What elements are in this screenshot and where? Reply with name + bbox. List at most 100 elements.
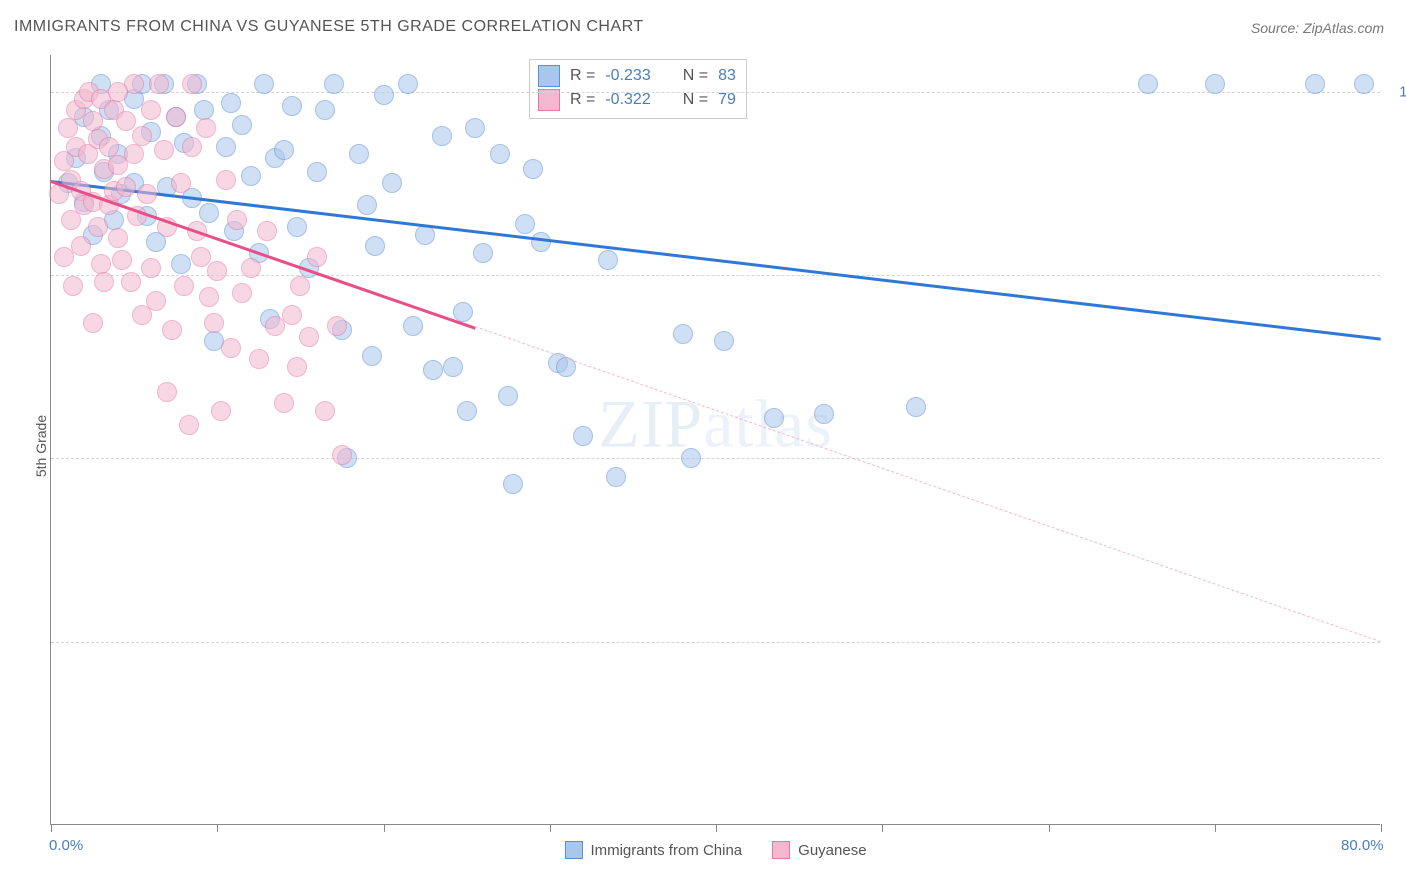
data-point: [216, 170, 236, 190]
data-point: [515, 214, 535, 234]
data-point: [149, 74, 169, 94]
data-point: [764, 408, 784, 428]
data-point: [194, 100, 214, 120]
data-point: [157, 382, 177, 402]
data-point: [71, 236, 91, 256]
data-point: [573, 426, 593, 446]
n-label: N =: [683, 64, 708, 88]
data-point: [324, 74, 344, 94]
data-point: [327, 316, 347, 336]
data-point: [121, 272, 141, 292]
gridline: [51, 458, 1380, 459]
data-point: [598, 250, 618, 270]
data-point: [137, 184, 157, 204]
data-point: [362, 346, 382, 366]
data-point: [365, 236, 385, 256]
data-point: [1305, 74, 1325, 94]
data-point: [398, 74, 418, 94]
gridline: [51, 92, 1380, 93]
data-point: [241, 258, 261, 278]
x-tick: [51, 824, 52, 832]
data-point: [232, 115, 252, 135]
data-point: [199, 287, 219, 307]
data-point: [606, 467, 626, 487]
data-point: [315, 401, 335, 421]
data-point: [112, 250, 132, 270]
legend-swatch: [564, 841, 582, 859]
data-point: [124, 144, 144, 164]
n-value: 83: [718, 64, 736, 88]
data-point: [99, 137, 119, 157]
data-point: [403, 316, 423, 336]
legend-item: Guyanese: [772, 841, 866, 859]
x-tick: [217, 824, 218, 832]
data-point: [523, 159, 543, 179]
data-point: [673, 324, 693, 344]
r-value: -0.233: [605, 64, 650, 88]
data-point: [162, 320, 182, 340]
legend-label: Immigrants from China: [590, 842, 742, 859]
x-tick: [1215, 824, 1216, 832]
data-point: [174, 276, 194, 296]
data-point: [282, 305, 302, 325]
data-point: [141, 100, 161, 120]
data-point: [191, 247, 211, 267]
r-label: R =: [570, 64, 595, 88]
data-point: [349, 144, 369, 164]
data-point: [94, 272, 114, 292]
data-point: [814, 404, 834, 424]
data-point: [490, 144, 510, 164]
data-point: [227, 210, 247, 230]
data-point: [432, 126, 452, 146]
data-point: [906, 397, 926, 417]
data-point: [221, 338, 241, 358]
data-point: [171, 254, 191, 274]
data-point: [116, 111, 136, 131]
data-point: [254, 74, 274, 94]
data-point: [282, 96, 302, 116]
x-tick: [1381, 824, 1382, 832]
y-tick-label: 95.0%: [1390, 267, 1406, 284]
data-point: [199, 203, 219, 223]
data-point: [58, 118, 78, 138]
data-point: [182, 137, 202, 157]
data-point: [465, 118, 485, 138]
data-point: [332, 445, 352, 465]
data-point: [315, 100, 335, 120]
y-tick-label: 100.0%: [1390, 83, 1406, 100]
data-point: [207, 261, 227, 281]
data-point: [146, 291, 166, 311]
data-point: [216, 137, 236, 157]
data-point: [1138, 74, 1158, 94]
data-point: [83, 313, 103, 333]
x-tick: [716, 824, 717, 832]
data-point: [453, 302, 473, 322]
data-point: [1354, 74, 1374, 94]
series-legend: Immigrants from China Guyanese: [564, 841, 866, 859]
data-point: [374, 85, 394, 105]
legend-item: Immigrants from China: [564, 841, 742, 859]
x-tick: [384, 824, 385, 832]
plot-area: ZIPatlas R =-0.233N =83R =-0.322N =79 Im…: [50, 55, 1380, 825]
data-point: [287, 357, 307, 377]
data-point: [473, 243, 493, 263]
data-point: [307, 247, 327, 267]
x-tick: [550, 824, 551, 832]
data-point: [196, 118, 216, 138]
source-label: Source: ZipAtlas.com: [1251, 20, 1384, 36]
data-point: [249, 349, 269, 369]
data-point: [116, 177, 136, 197]
data-point: [457, 401, 477, 421]
data-point: [54, 247, 74, 267]
data-point: [307, 162, 327, 182]
data-point: [241, 166, 261, 186]
legend-row: R = -0.233 N = 83: [538, 64, 736, 88]
data-point: [182, 74, 202, 94]
data-point: [83, 111, 103, 131]
data-point: [88, 217, 108, 237]
data-point: [108, 228, 128, 248]
x-tick-label: 80.0%: [1341, 837, 1384, 854]
data-point: [132, 126, 152, 146]
data-point: [1205, 74, 1225, 94]
data-point: [357, 195, 377, 215]
